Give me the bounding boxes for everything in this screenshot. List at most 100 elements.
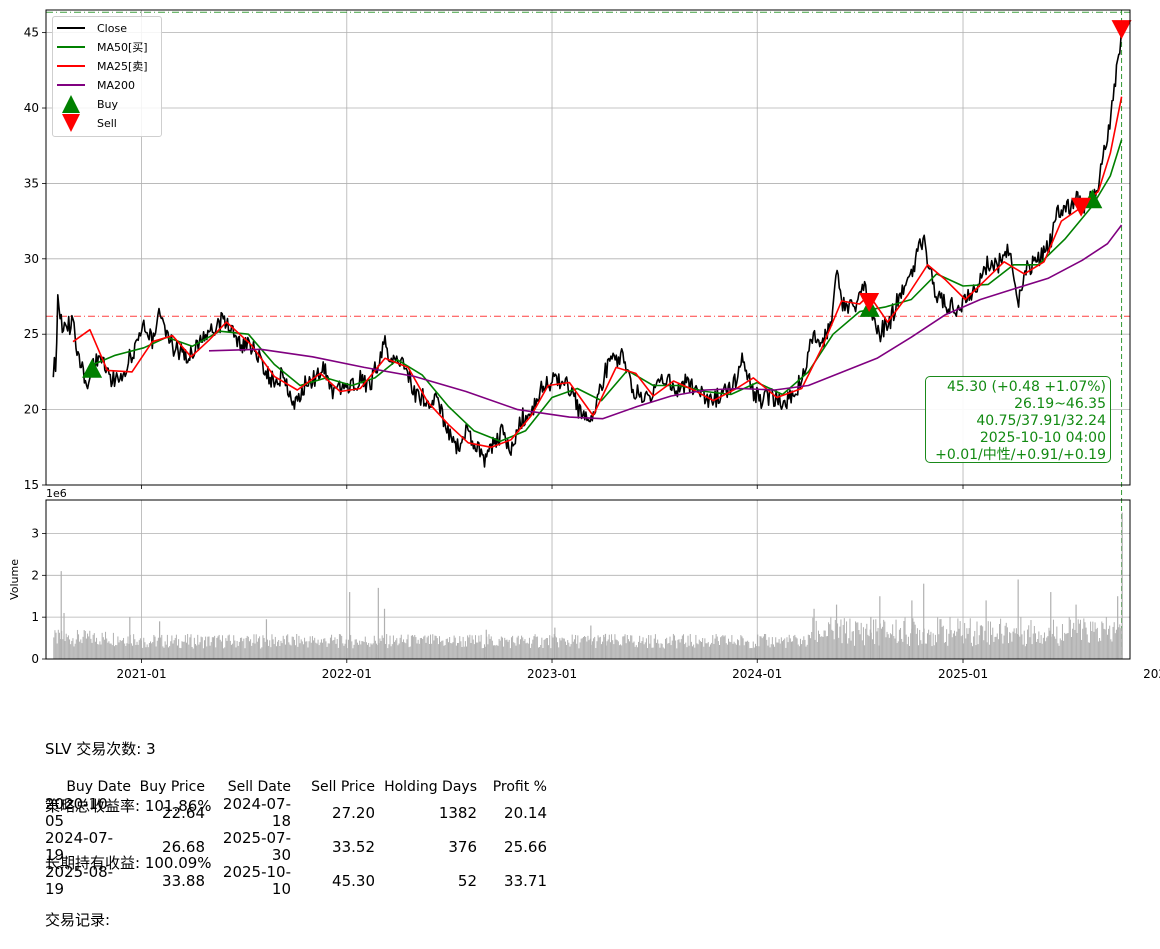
volume-bar (810, 638, 812, 659)
volume-bar (496, 644, 498, 659)
volume-bar (345, 639, 347, 659)
volume-bar (1042, 637, 1044, 659)
volume-bar (361, 641, 363, 659)
volume-bar (287, 634, 289, 659)
volume-bar (190, 634, 192, 659)
volume-bar (337, 647, 339, 659)
volume-bar (1054, 636, 1056, 659)
volume-bar (478, 635, 480, 659)
volume-bar (85, 638, 87, 659)
volume-bar (468, 637, 470, 659)
volume-bar (825, 636, 827, 659)
volume-bar (439, 636, 441, 659)
volume-bar (835, 604, 838, 659)
volume-bar (603, 634, 605, 659)
volume-bar (604, 633, 607, 659)
volume-bar (352, 648, 354, 659)
volume-bar (1082, 628, 1084, 659)
volume-bar (1059, 638, 1061, 659)
volume-bar (816, 641, 818, 659)
volume-bar (820, 636, 822, 659)
volume-bar (130, 643, 132, 659)
volume-bar (563, 638, 565, 659)
volume-bar (974, 630, 976, 659)
volume-bar (277, 641, 279, 659)
tick-label-y: 20 (24, 403, 39, 417)
volume-bar (572, 641, 574, 659)
volume-bar (503, 646, 505, 659)
volume-bar (906, 644, 908, 659)
volume-bar (427, 635, 429, 659)
volume-bar (733, 641, 735, 659)
volume-bar (866, 623, 868, 659)
trade-log-header-row: Buy Date Buy Price Sell Date Sell Price … (45, 779, 551, 796)
volume-bar (811, 631, 813, 659)
volume-bar (907, 636, 909, 659)
tick-label-x: 2023-01 (527, 667, 577, 681)
volume-bar (839, 626, 841, 659)
volume-bar (990, 621, 992, 659)
volume-bar (404, 642, 406, 659)
volume-bar (236, 640, 238, 659)
volume-bar (684, 644, 686, 659)
annotation-ma-values: 40.75/37.91/32.24 (976, 413, 1106, 429)
volume-bar (62, 639, 64, 659)
volume-bar (311, 636, 313, 659)
volume-bar (1037, 639, 1039, 659)
volume-bar (568, 642, 570, 659)
volume-bar (421, 637, 423, 659)
volume-bar (516, 637, 518, 659)
volume-bar (315, 642, 317, 659)
volume-bar (98, 644, 100, 659)
volume-bar (1079, 619, 1081, 659)
volume-bar (993, 641, 995, 659)
legend-item: MA50[买] (57, 39, 148, 55)
volume-bar (1023, 630, 1025, 659)
volume-bar (388, 644, 390, 659)
volume-bar (1027, 629, 1029, 659)
volume-bar (275, 646, 277, 659)
volume-bar (193, 637, 195, 659)
volume-bar (862, 627, 864, 659)
volume-bar (76, 629, 78, 659)
volume-bar (656, 642, 658, 659)
volume-bar (735, 644, 737, 659)
volume-bar (476, 642, 478, 659)
volume-bar (720, 637, 722, 659)
legend: Close MA50[买] MA25[卖] MA200 Buy Sell (52, 16, 162, 137)
volume-bar (666, 637, 668, 659)
volume-bar (750, 647, 752, 659)
volume-bar (365, 642, 367, 659)
volume-bar (658, 643, 660, 659)
volume-bar (1067, 633, 1069, 659)
volume-bar (952, 633, 954, 659)
volume-bar (230, 644, 232, 659)
volume-bar (1020, 617, 1022, 659)
volume-bar (1022, 644, 1024, 659)
volume-bar (92, 634, 94, 659)
volume-bar (830, 617, 832, 659)
volume-bar (221, 635, 223, 659)
volume-bar (224, 647, 226, 659)
volume-bar (201, 637, 203, 659)
volume-bar (947, 645, 949, 659)
volume-bar (1078, 623, 1080, 659)
volume-bar (524, 639, 526, 659)
volume-bar (703, 646, 705, 659)
volume-bar (650, 635, 652, 659)
volume-bar (596, 641, 598, 659)
volume-bar (587, 635, 589, 659)
volume-bar (385, 644, 387, 659)
volume-bar (758, 646, 760, 659)
volume-bar (252, 642, 254, 659)
volume-bar (119, 639, 121, 659)
volume-bar (888, 637, 890, 659)
volume-bar (777, 642, 779, 659)
volume-bar (93, 633, 95, 659)
volume-bar (217, 636, 219, 659)
volume-bar (69, 639, 71, 659)
volume-bar (336, 638, 338, 659)
cell-sell-price: 33.52 (332, 837, 375, 856)
volume-bar (676, 648, 678, 659)
volume-bar (887, 634, 889, 659)
